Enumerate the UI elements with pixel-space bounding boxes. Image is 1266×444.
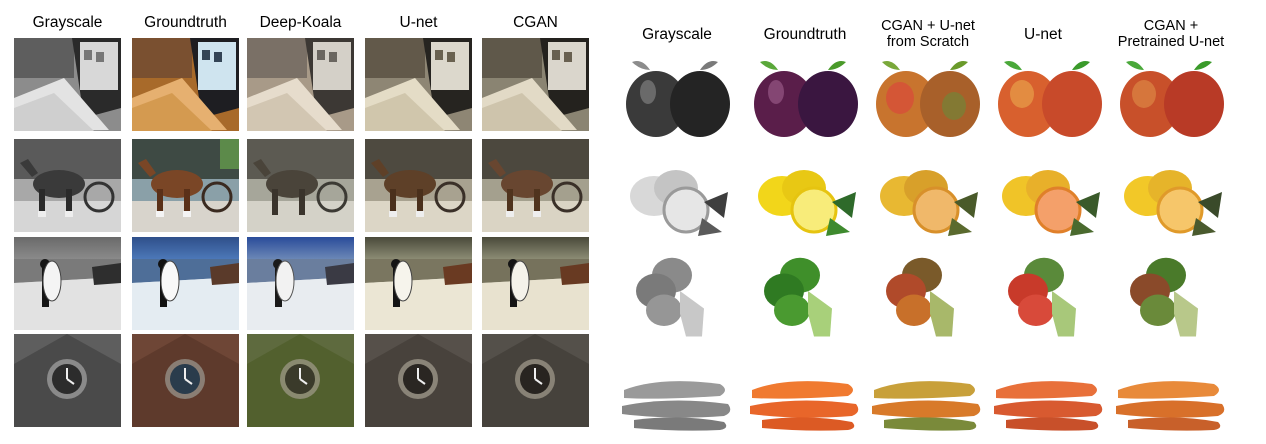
right-header-cgan-pretrained-line1: CGAN + (1143, 18, 1199, 34)
obj-plum-cgan-scratch (870, 58, 986, 142)
tile-r3-deep-koala (247, 237, 354, 330)
tile-r4-deep-koala (247, 334, 354, 427)
obj-broccoli-cgan-scratch (870, 256, 986, 340)
right-header-cgan-pretrained-unet: CGAN + Pretrained U-net (1106, 18, 1236, 50)
tile-r1-grayscale (14, 38, 121, 131)
right-header-cgan-unet-scratch-line1: CGAN + U-net (881, 18, 975, 34)
obj-broccoli-grayscale (620, 256, 736, 340)
obj-lemon-unet (996, 158, 1112, 242)
obj-plum-unet (992, 58, 1108, 142)
obj-lemon-cgan-pretrained (1118, 158, 1234, 242)
obj-lemon-grayscale (624, 158, 740, 242)
tile-r1-deep-koala (247, 38, 354, 131)
obj-carrot-grayscale (620, 360, 736, 444)
tile-r4-grayscale (14, 334, 121, 427)
right-header-cgan-unet-scratch: CGAN + U-net from Scratch (866, 18, 990, 50)
right-header-cgan-unet-scratch-line2: from Scratch (886, 34, 970, 50)
obj-broccoli-groundtruth (748, 256, 864, 340)
tile-r1-unet (365, 38, 472, 131)
obj-broccoli-cgan-pretrained (1114, 256, 1230, 340)
obj-plum-grayscale (620, 58, 736, 142)
tile-r3-cgan (482, 237, 589, 330)
obj-lemon-cgan-scratch (874, 158, 990, 242)
obj-lemon-groundtruth (752, 158, 868, 242)
obj-carrot-cgan-scratch (870, 360, 986, 444)
obj-carrot-groundtruth (748, 360, 864, 444)
tile-r2-cgan (482, 139, 589, 232)
left-header-deep-koala: Deep-Koala (259, 14, 342, 31)
tile-r2-unet (365, 139, 472, 232)
tile-r2-grayscale (14, 139, 121, 232)
left-header-cgan: CGAN (513, 14, 558, 31)
tile-r3-grayscale (14, 237, 121, 330)
tile-r1-cgan (482, 38, 589, 131)
obj-plum-groundtruth (748, 58, 864, 142)
left-header-grayscale: Grayscale (32, 14, 103, 31)
tile-r1-groundtruth (132, 38, 239, 131)
left-header-groundtruth: Groundtruth (144, 14, 227, 31)
right-header-groundtruth: Groundtruth (763, 26, 847, 43)
left-header-unet: U-net (399, 14, 438, 31)
tile-r4-unet (365, 334, 472, 427)
obj-carrot-unet (992, 360, 1108, 444)
tile-r4-cgan (482, 334, 589, 427)
obj-carrot-cgan-pretrained (1114, 360, 1230, 444)
obj-plum-cgan-pretrained (1114, 58, 1230, 142)
tile-r2-deep-koala (247, 139, 354, 232)
right-header-grayscale: Grayscale (642, 26, 712, 43)
obj-broccoli-unet (992, 256, 1108, 340)
right-header-cgan-pretrained-line2: Pretrained U-net (1117, 34, 1225, 50)
right-header-unet: U-net (1024, 26, 1062, 43)
tile-r3-unet (365, 237, 472, 330)
tile-r2-groundtruth (132, 139, 239, 232)
tile-r4-groundtruth (132, 334, 239, 427)
tile-r3-groundtruth (132, 237, 239, 330)
